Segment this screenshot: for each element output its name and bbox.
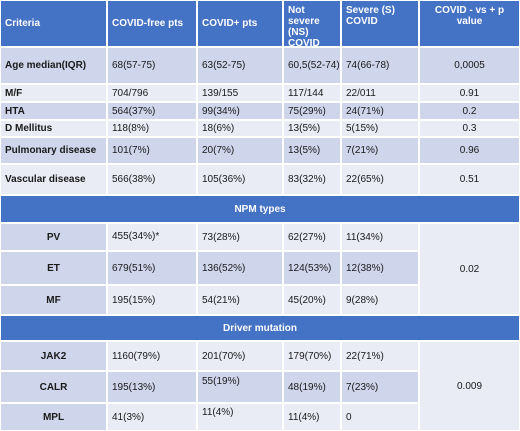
cell-pos: 55(19%) <box>197 371 283 403</box>
cell-p: 0.96 <box>419 137 520 164</box>
row-label: Age median(IQR) <box>0 47 107 84</box>
cell-pos: 18(6%) <box>197 120 283 137</box>
cell-free: 68(57-75) <box>107 47 197 84</box>
cell-free: 1160(79%) <box>107 341 197 371</box>
cell-ns: 124(53%) <box>283 251 341 285</box>
row-label: Pulmonary disease <box>0 137 107 164</box>
cell-pos: 73(28%) <box>197 223 283 251</box>
cell-ns: 48(19%) <box>283 371 341 403</box>
cell-s: 22(71%) <box>341 341 419 371</box>
cell-free: 195(15%) <box>107 285 197 315</box>
cell-pos: 105(36%) <box>197 164 283 195</box>
cell-s: 0 <box>341 403 419 431</box>
cell-s: 9(28%) <box>341 285 419 315</box>
section-driver-mutation: Driver mutation <box>0 315 520 341</box>
cell-pos: 11(4%) <box>197 403 283 431</box>
cell-pos: 63(52-75) <box>197 47 283 84</box>
row-label: JAK2 <box>0 341 107 371</box>
cell-s: 7(21%) <box>341 137 419 164</box>
row-label: MF <box>0 285 107 315</box>
row-label: CALR <box>0 371 107 403</box>
row-label: Vascular disease <box>0 164 107 195</box>
driver-p-value: 0.009 <box>419 341 520 431</box>
cell-pos: 54(21%) <box>197 285 283 315</box>
cell-s: 5(15%) <box>341 120 419 137</box>
cell-ns: 75(29%) <box>283 102 341 120</box>
cell-free: 101(7%) <box>107 137 197 164</box>
cell-s: 12(38%) <box>341 251 419 285</box>
row-label: PV <box>0 223 107 251</box>
header-pvalue: COVID - vs + p value <box>419 0 520 47</box>
cell-ns: 45(20%) <box>283 285 341 315</box>
cell-p: 0.3 <box>419 120 520 137</box>
row-label: MPL <box>0 403 107 431</box>
cell-free: 704/796 <box>107 84 197 102</box>
cell-free: 41(3%) <box>107 403 197 431</box>
cell-free: 566(38%) <box>107 164 197 195</box>
cell-ns: 13(5%) <box>283 120 341 137</box>
header-not-severe: Not severe (NS) COVID <box>283 0 341 47</box>
cell-s: 7(23%) <box>341 371 419 403</box>
cell-ns: 83(32%) <box>283 164 341 195</box>
cell-free: 195(13%) <box>107 371 197 403</box>
cell-ns: 179(70%) <box>283 341 341 371</box>
cell-pos: 20(7%) <box>197 137 283 164</box>
cell-p: 0.2 <box>419 102 520 120</box>
cell-s: 11(34%) <box>341 223 419 251</box>
header-covid-free: COVID-free pts <box>107 0 197 47</box>
cell-ns: 62(27%) <box>283 223 341 251</box>
cell-p: 0,0005 <box>419 47 520 84</box>
cell-s: 74(66-78) <box>341 47 419 84</box>
row-label: HTA <box>0 102 107 120</box>
cell-pos: 201(70%) <box>197 341 283 371</box>
npm-p-value: 0.02 <box>419 223 520 315</box>
cell-free: 118(8%) <box>107 120 197 137</box>
cell-s: 22/011 <box>341 84 419 102</box>
cell-free: 679(51%) <box>107 251 197 285</box>
row-label: ET <box>0 251 107 285</box>
cell-ns: 117/144 <box>283 84 341 102</box>
cell-p: 0.91 <box>419 84 520 102</box>
row-label: M/F <box>0 84 107 102</box>
header-criteria: Criteria <box>0 0 107 47</box>
cell-ns: 13(5%) <box>283 137 341 164</box>
section-npm-types: NPM types <box>0 195 520 223</box>
cell-p: 0.51 <box>419 164 520 195</box>
header-severe: Severe (S) COVID <box>341 0 419 47</box>
cell-pos: 99(34%) <box>197 102 283 120</box>
cell-ns: 11(4%) <box>283 403 341 431</box>
cell-free: 564(37%) <box>107 102 197 120</box>
cell-pos: 136(52%) <box>197 251 283 285</box>
cell-s: 24(71%) <box>341 102 419 120</box>
cell-free: 455(34%)* <box>107 223 197 251</box>
header-covid-pos: COVID+ pts <box>197 0 283 47</box>
cell-s: 22(65%) <box>341 164 419 195</box>
cell-pos: 139/155 <box>197 84 283 102</box>
row-label: D Mellitus <box>0 120 107 137</box>
cell-ns: 60,5(52-74) <box>283 47 341 84</box>
